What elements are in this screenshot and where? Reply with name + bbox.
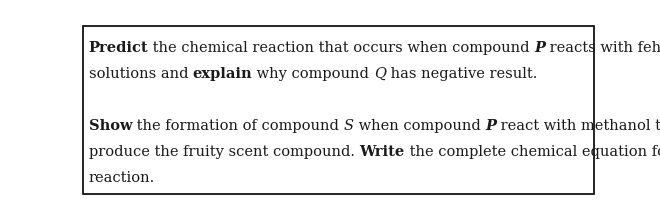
Text: P: P	[485, 119, 496, 133]
Text: explain: explain	[193, 67, 252, 81]
Text: Show: Show	[88, 119, 132, 133]
Text: the formation of compound: the formation of compound	[132, 119, 344, 133]
Text: has negative result.: has negative result.	[386, 67, 537, 81]
Text: reacts with fehling’s: reacts with fehling’s	[545, 41, 660, 55]
Text: the complete chemical equation for this: the complete chemical equation for this	[405, 145, 660, 159]
Text: react with methanol to: react with methanol to	[496, 119, 660, 133]
Text: when compound: when compound	[354, 119, 485, 133]
Text: the chemical reaction that occurs when compound: the chemical reaction that occurs when c…	[148, 41, 535, 55]
Text: S: S	[344, 119, 354, 133]
Text: P: P	[535, 41, 545, 55]
Text: why compound: why compound	[252, 67, 374, 81]
Text: Q: Q	[374, 67, 386, 81]
Text: Write: Write	[359, 145, 405, 159]
Text: produce the fruity scent compound.: produce the fruity scent compound.	[88, 145, 359, 159]
Text: solutions and: solutions and	[88, 67, 193, 81]
Text: Predict: Predict	[88, 41, 148, 55]
Text: reaction.: reaction.	[88, 171, 155, 185]
